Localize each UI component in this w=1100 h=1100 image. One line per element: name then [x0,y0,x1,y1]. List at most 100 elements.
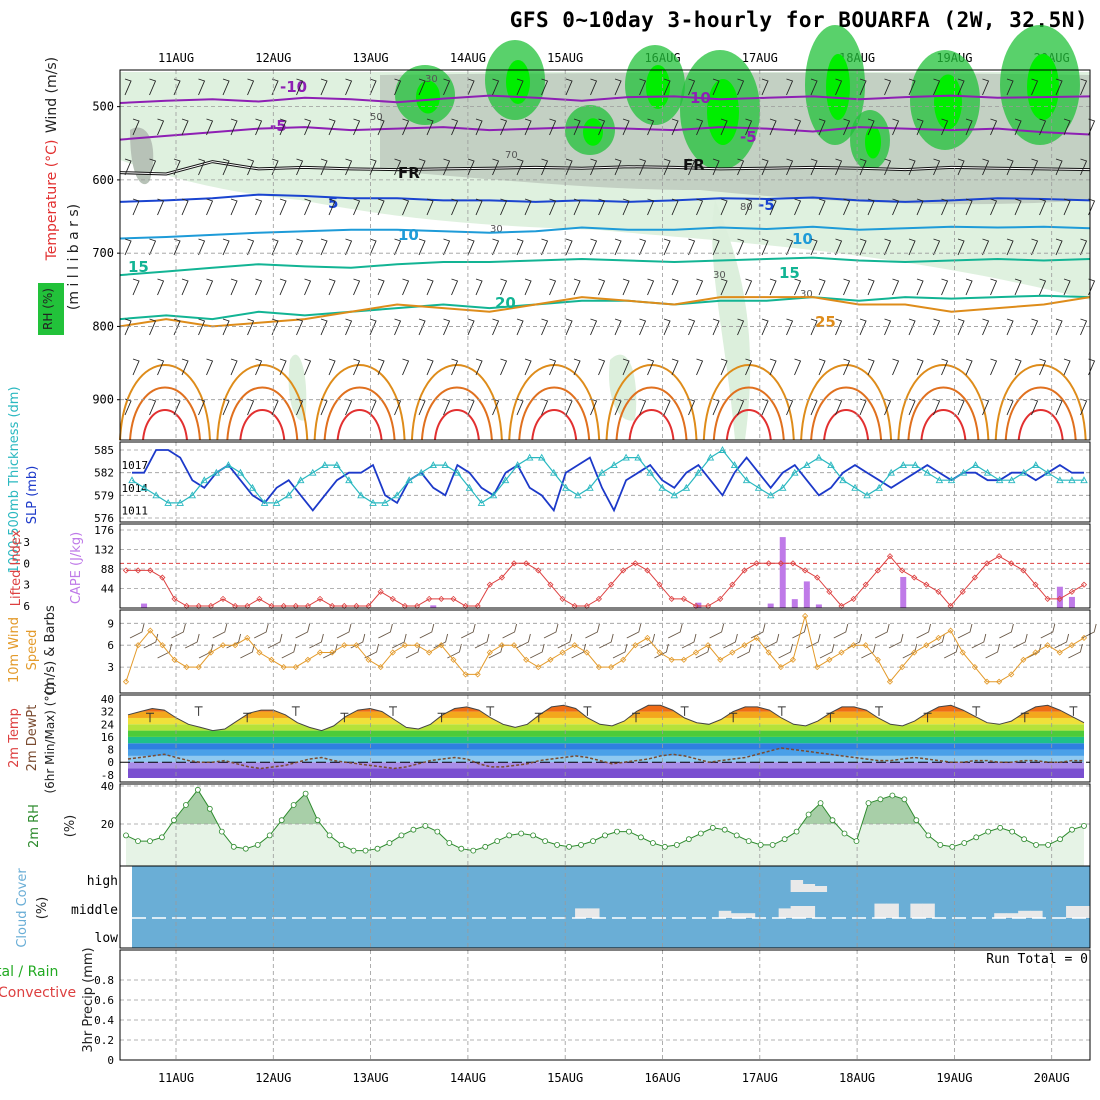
rh2m-marker [1033,842,1039,848]
wind-barb [712,398,720,416]
wind-barb [835,238,843,256]
rh-bright-core [1027,54,1059,120]
wind-barb [132,118,140,136]
wind-barb [149,158,157,176]
surface-wind-barb [460,623,476,639]
thickness-axis-label: 1000-500mb Thickness (dm) [7,386,22,573]
wind-barb [1080,158,1088,176]
thickness-marker [911,461,920,469]
wind-speed-marker [814,664,821,671]
wind-barb [565,318,573,336]
top-date-label: 17AUG [742,51,778,65]
wind-barb [149,78,157,96]
wind-barb [1063,278,1071,296]
thickness-marker [1056,476,1064,484]
thickness-marker [260,498,269,506]
middle-cloud-bar [730,913,744,918]
minmax-axis-label: (6hr Min/Max) (°C) [43,682,57,793]
lifted-index-marker [850,595,857,602]
surface-wind-barb [736,643,752,659]
wind-speed-marker [680,656,687,663]
thickness-marker [429,461,438,469]
slp-tick-label: 1014 [122,482,149,495]
rh2m-marker [242,845,249,852]
wind-barb [1055,398,1063,416]
rh2m-marker [206,805,213,812]
wind-speed-marker [389,649,396,656]
wind-barb [475,358,483,376]
wind-barb [573,358,581,376]
rh2m-tick-label: 20 [101,818,114,831]
isotherm-label: 25 [815,313,836,331]
middle-cloud-bar [790,906,804,918]
surface-wind-barb [295,623,311,639]
wind-speed-marker [559,649,566,656]
wind-barb [810,238,818,256]
wind-barb [639,318,647,336]
lifted-index-marker [523,560,530,567]
lifted-index-marker [644,567,651,574]
rh2m-marker [434,828,441,835]
high-cloud-bar [802,884,816,892]
rh2m-marker [135,838,141,844]
wind-barb [565,158,573,176]
thickness-marker [742,476,751,484]
wind-barb [737,78,745,96]
rh2m-marker [661,843,668,850]
wind-speed-marker [571,642,578,649]
wind-speed-marker [886,678,894,685]
wind-barb [598,198,606,216]
wind-speed-marker [413,642,421,649]
wind-barb [132,358,140,376]
wind-barb [598,118,606,136]
pressure-tick-label: 900 [92,393,114,407]
wind-barb [786,318,794,336]
cloud-background [132,866,1090,948]
wind-speed-marker [899,664,906,671]
wind-barb [1063,358,1071,376]
thickness-marker [296,476,305,484]
rh2m-marker [805,811,812,818]
panel-frame [119,69,1091,441]
rh2m-marker [1009,828,1016,835]
precip-tick-label: 0.2 [94,1034,114,1047]
wind-speed-marker [377,664,384,671]
wind-barb [1031,398,1039,416]
lifted-index-marker [983,560,991,567]
wind-speed-marker [474,671,481,678]
rh2m-marker [626,828,632,835]
thickness-marker [357,491,365,499]
wind-barb [737,238,745,256]
wind-speed-marker [535,664,542,671]
lifted-index-marker [316,595,324,602]
isotherm-line [119,126,1091,141]
wind-barb [933,78,941,96]
wind-barb [1006,238,1014,256]
rh2m-marker [865,800,872,806]
wind-barb [132,278,140,296]
wind-barb [230,118,238,136]
run-total-label: Run Total = 0 [986,952,1088,967]
lifted-tick-label: -3 [17,536,30,549]
rh-bright-core [646,65,670,109]
rh2m-marker [721,826,728,833]
rh2m-marker [733,832,740,839]
wind-barb [377,358,385,376]
wind-speed-marker [862,642,869,649]
lifted-index-marker [219,595,227,602]
wind-speed-marker [644,634,651,641]
wind-barb [810,318,818,336]
isotherm-35-loop [725,409,772,441]
thickness-marker [1032,461,1040,469]
thickness-marker [574,491,582,499]
cloud-axis-label: Cloud Cover [15,868,30,948]
isotherm-label: FR [398,164,420,182]
wind-barb [296,78,304,96]
middle-cloud-bar [922,903,935,918]
thickness-marker [646,468,654,476]
wind-barb [810,158,818,176]
wind-speed-marker [329,649,336,656]
wind-barb [500,358,508,376]
surface-wind-barb [999,623,1014,639]
surface-wind-barb [474,633,490,649]
